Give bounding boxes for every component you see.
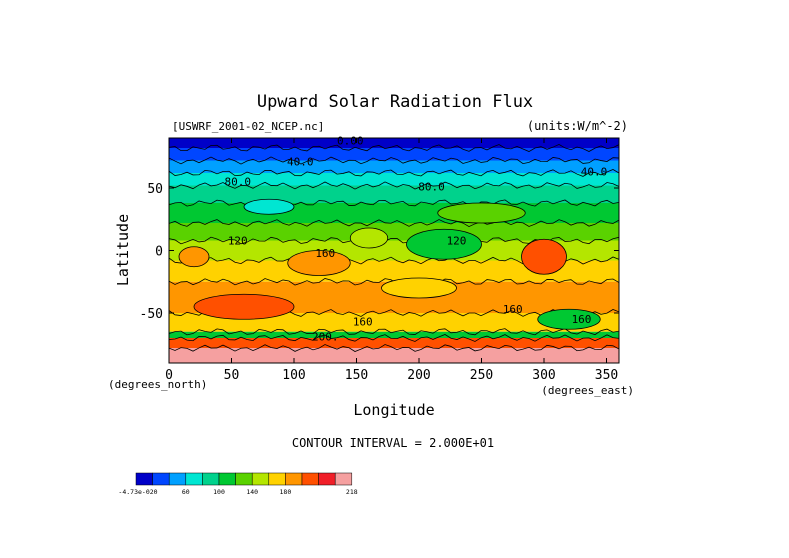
contour-region <box>193 293 295 320</box>
y-axis-ticks: 50 0 -50 <box>140 182 619 322</box>
y-tick-label: 50 <box>147 182 163 197</box>
x-unit-note: (degrees_east) <box>541 384 634 397</box>
contour-region <box>349 227 389 249</box>
x-axis-label: Longitude <box>353 401 434 419</box>
legend-swatch <box>268 472 286 486</box>
latitude-band <box>169 331 619 338</box>
contour-region <box>381 277 457 299</box>
legend-swatch <box>318 472 336 486</box>
contour-line <box>168 344 620 352</box>
units-label: (units:W/m^-2) <box>527 119 628 133</box>
legend-swatch <box>251 472 270 486</box>
contour-label: 160 <box>572 313 592 326</box>
color-legend: -4.73e-020 60 100 140 180 218 <box>118 472 358 496</box>
legend-tick-label: 140 <box>246 488 258 496</box>
x-tick-label: 50 <box>224 368 240 383</box>
contour-region <box>178 246 210 268</box>
contour-line <box>168 169 620 177</box>
legend-tick-label: -4.73e-020 <box>118 488 157 496</box>
latitude-band <box>169 138 619 148</box>
legend-swatch <box>301 472 319 486</box>
contour-label: 40.0 <box>287 156 314 169</box>
legend-swatch <box>185 472 203 486</box>
contour-line <box>168 181 620 190</box>
latitude-band <box>169 240 619 261</box>
x-tick-label: 350 <box>595 368 618 383</box>
legend-swatch <box>218 472 236 486</box>
x-tick-label: 200 <box>407 368 430 383</box>
x-axis-ticks: 0 50 100 150 200 250 300 350 <box>165 138 618 383</box>
legend-swatch <box>202 472 220 486</box>
legend-swatch <box>235 472 253 486</box>
latitude-band <box>169 173 619 186</box>
contour-region <box>437 202 526 224</box>
chart-title: Upward Solar Radiation Flux <box>257 92 533 112</box>
contour-line <box>168 219 620 228</box>
contour-label: 0.00 <box>337 134 364 147</box>
contour-label: 120 <box>228 234 248 247</box>
contour-label: 160 <box>315 247 335 260</box>
latitude-band <box>169 203 619 223</box>
contour-label: 160 <box>503 303 523 316</box>
legend-tick-label: 218 <box>346 488 358 496</box>
contour-interval: CONTOUR INTERVAL = 2.000E+01 <box>292 436 494 450</box>
contour-region <box>537 308 601 330</box>
legend-swatch <box>334 472 353 486</box>
file-label: [USWRF_2001-02_NCEP.nc] <box>172 120 324 133</box>
y-tick-label: 0 <box>155 245 163 260</box>
plot-area <box>168 138 620 363</box>
x-tick-label: 100 <box>282 368 305 383</box>
contour-label: 160 <box>353 316 373 329</box>
contour-line <box>168 143 620 152</box>
legend-swatch <box>285 472 303 486</box>
y-tick-label: -50 <box>140 307 163 322</box>
contour-region <box>521 238 567 275</box>
y-axis-label: Latitude <box>114 214 132 286</box>
contour-region <box>287 250 351 276</box>
legend-swatch <box>168 472 187 486</box>
legend-swatch <box>135 472 153 486</box>
contour-label: 200. <box>312 331 339 344</box>
contour-line <box>168 278 620 286</box>
contour-line <box>168 156 620 165</box>
x-tick-label: 300 <box>532 368 555 383</box>
latitude-band <box>169 338 619 348</box>
x-tick-label: 0 <box>165 368 173 383</box>
contour-label: 40.0 <box>581 166 608 179</box>
legend-tick-label: 60 <box>182 488 190 496</box>
latitude-band <box>169 348 619 363</box>
latitude-band <box>169 148 619 161</box>
contour-region <box>243 198 295 215</box>
contour-line <box>168 199 620 207</box>
latitude-band <box>169 260 619 282</box>
latitude-band <box>169 185 619 203</box>
latitude-band <box>169 160 619 173</box>
legend-swatch <box>152 472 170 486</box>
x-tick-label: 250 <box>470 368 493 383</box>
contour-labels: 0.00 40.0 40.0 80.0 80.0 120 120 160 160 160 160 20… <box>225 134 608 343</box>
legend-tick-label: 180 <box>280 488 292 496</box>
y-unit-note: (degrees_north) <box>108 378 207 391</box>
contour-region <box>406 228 482 260</box>
x-tick-label: 150 <box>345 368 368 383</box>
contour-label: 120 <box>447 234 467 247</box>
contour-line <box>168 328 620 336</box>
latitude-band <box>169 223 619 241</box>
latitude-band <box>169 313 619 332</box>
contour-label: 80.0 <box>418 181 445 194</box>
contour-label: 80.0 <box>225 176 252 189</box>
legend-tick-label: 100 <box>213 488 225 496</box>
contour-line <box>168 334 620 342</box>
